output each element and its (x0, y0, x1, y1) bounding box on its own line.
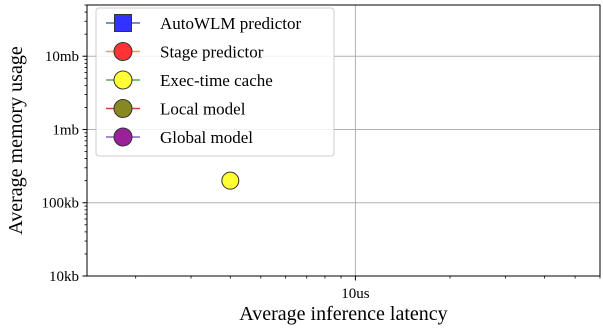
legend-label: AutoWLM predictor (160, 14, 301, 33)
legend-marker (113, 99, 133, 118)
legend-label: Exec-time cache (160, 71, 273, 90)
legend-marker (113, 70, 133, 90)
legend-label: Local model (160, 100, 246, 119)
legend-marker (114, 14, 132, 32)
legend: AutoWLM predictor Stage predictor Exec-tim… (95, 7, 335, 157)
legend-box (95, 7, 335, 157)
data-point (221, 171, 240, 190)
legend-label: Global model (160, 128, 253, 147)
data-points (221, 171, 240, 190)
x-axis-title: Average inference latency (239, 303, 447, 325)
axes: 10us100us1ms10ms10kb100kb1mb10mb (42, 4, 601, 302)
y-tick-label: 10mb (45, 49, 79, 65)
plot-frame (86, 4, 601, 277)
legend-label: Stage predictor (160, 43, 264, 62)
legend-marker (113, 127, 133, 147)
y-tick-label: 10kb (49, 269, 79, 285)
y-axis-title: Average memory usage (5, 46, 27, 235)
legend-marker (113, 42, 133, 61)
x-tick-label: 10us (341, 286, 370, 302)
y-tick-label: 100kb (42, 196, 80, 212)
y-tick-label: 1mb (52, 122, 79, 138)
